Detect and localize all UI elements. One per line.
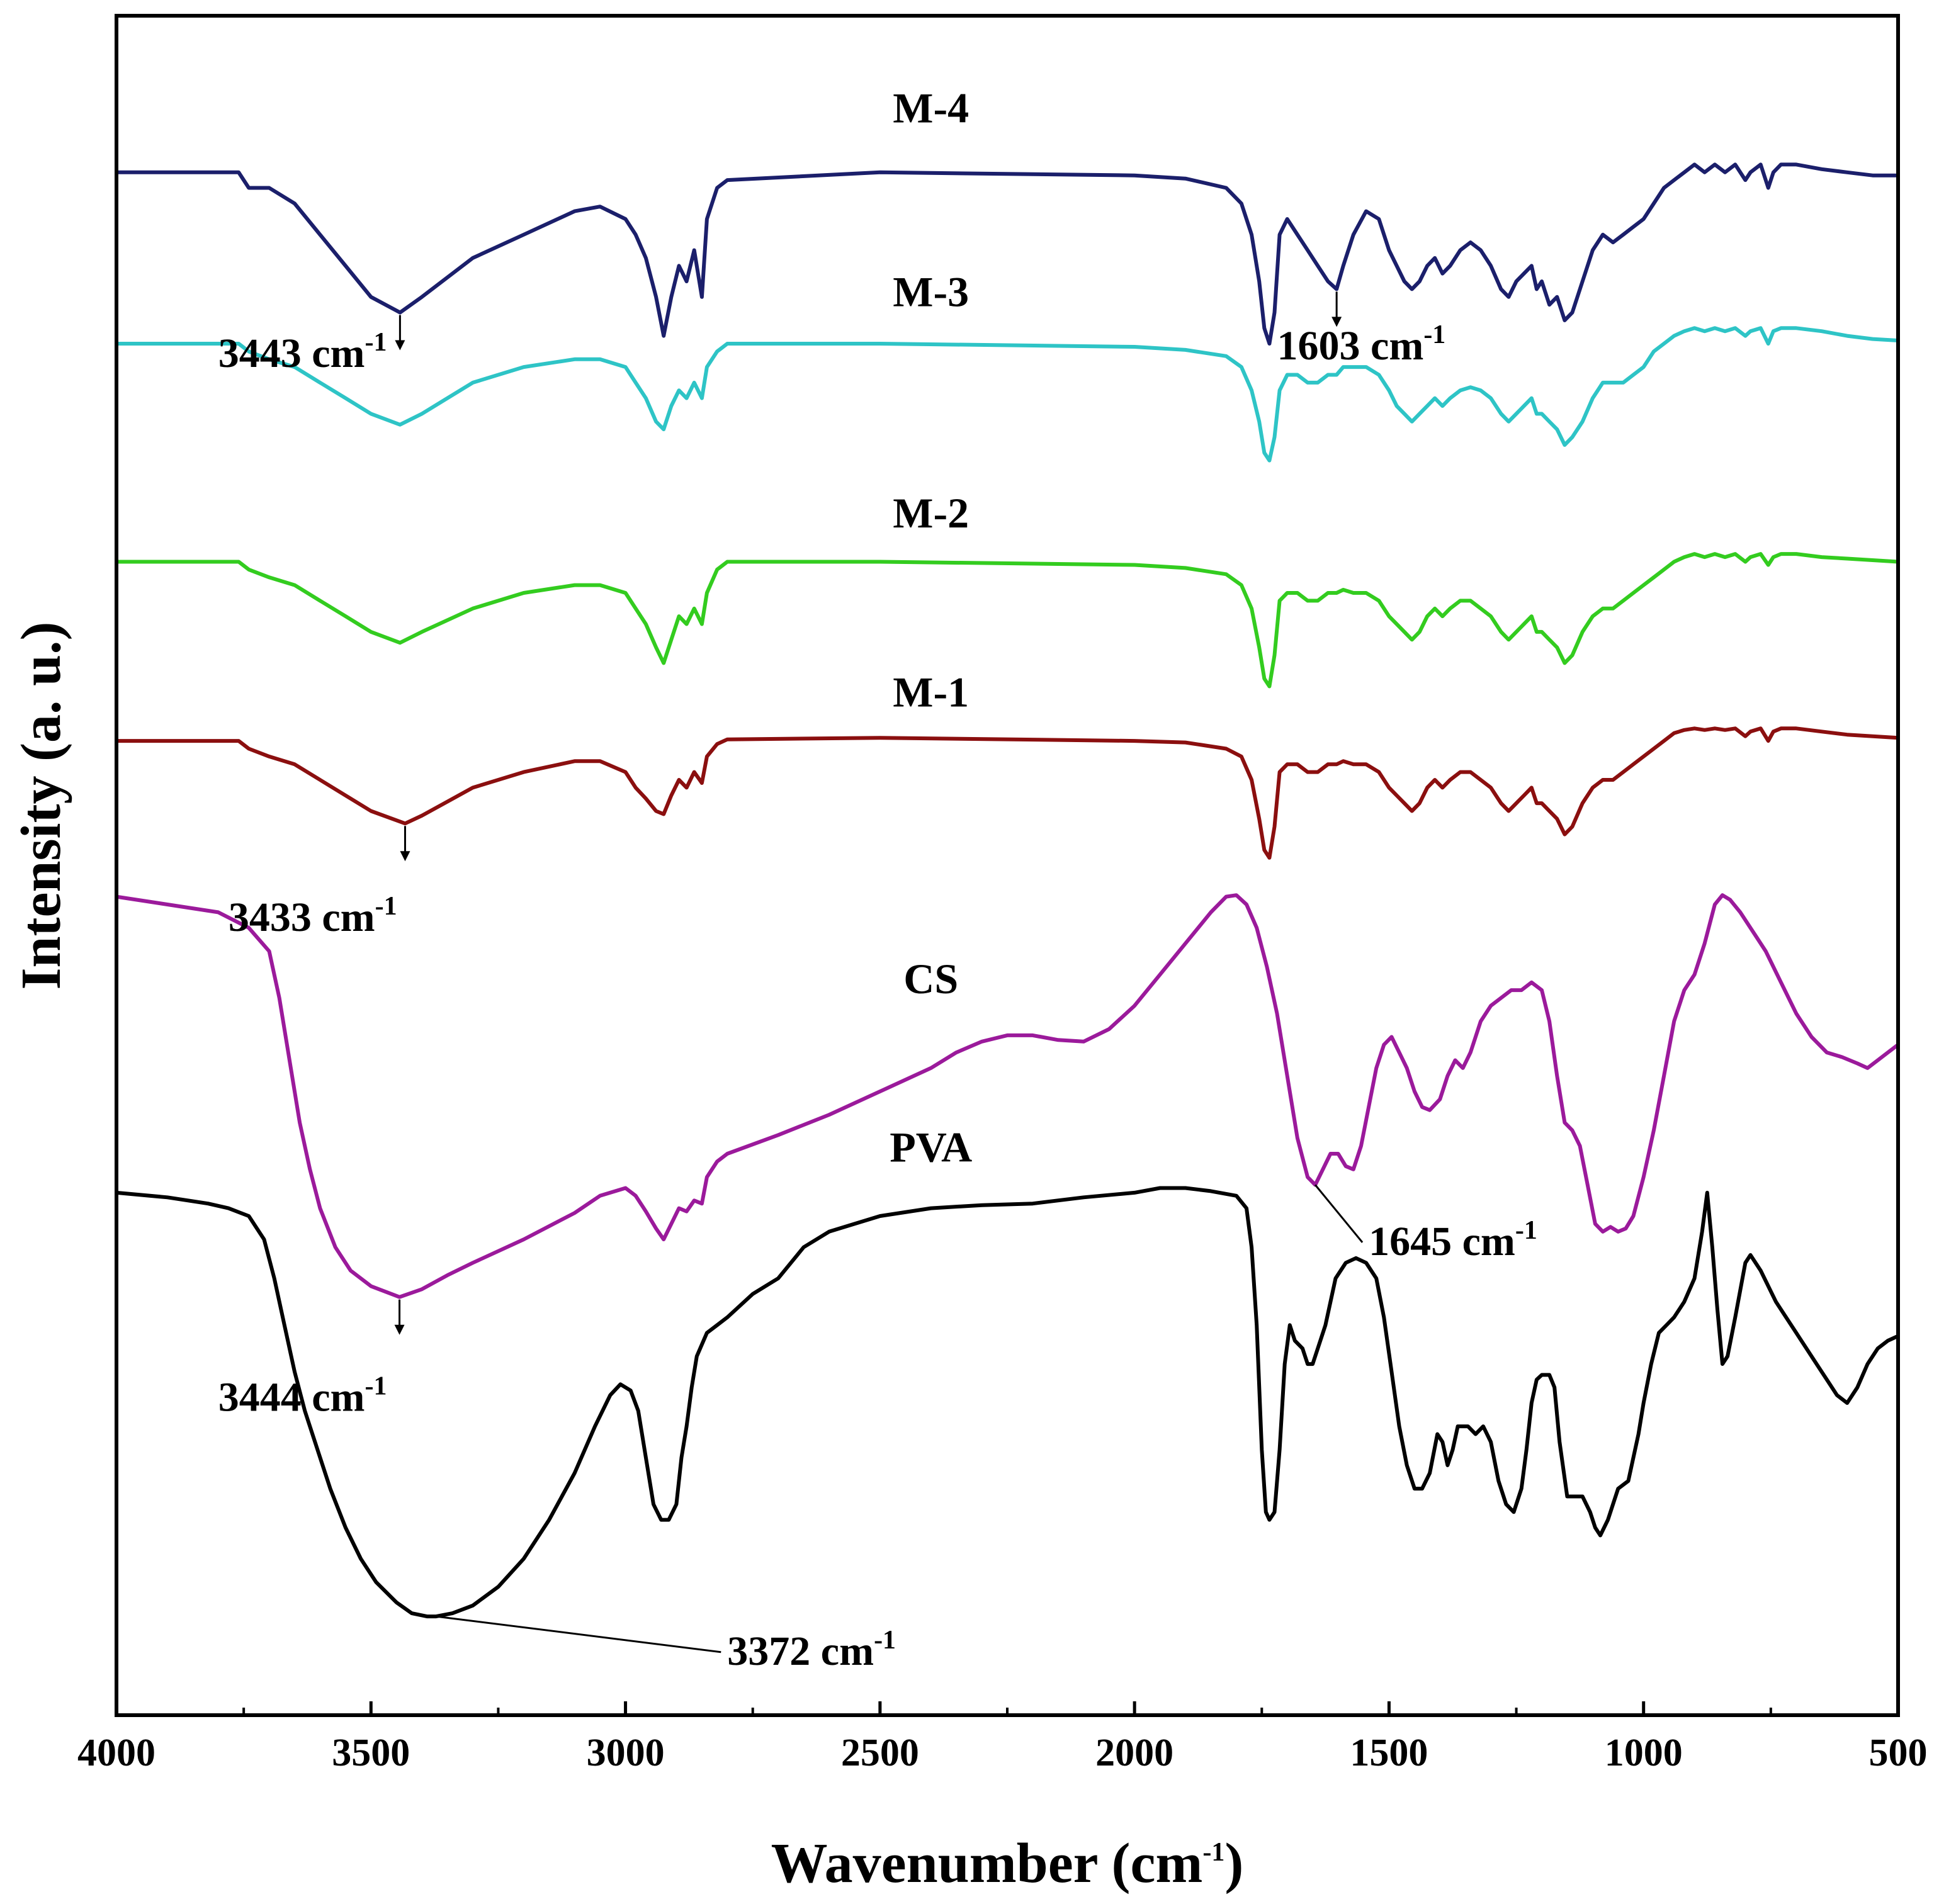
x-tick-label: 1500 [1350, 1732, 1428, 1774]
peak-annotation-3444-cm: 3444 cm-1 [218, 1372, 387, 1420]
annotation-value: 3443 cm [218, 330, 365, 376]
series-layer [115, 162, 1900, 1619]
annotation-superscript: -1 [1423, 320, 1445, 349]
series-label-m-3: M-3 [893, 268, 969, 316]
annotation-superscript: -1 [375, 892, 397, 921]
peak-annotation-3443-cm: 3443 cm-1 [218, 328, 387, 376]
annotation-value: 1603 cm [1277, 323, 1424, 369]
annotation-leader-line [436, 1615, 721, 1653]
x-tick-label: 3000 [587, 1732, 665, 1774]
series-line-pva [115, 1186, 1900, 1619]
annotation-superscript: -1 [365, 328, 387, 357]
peak-annotation-3372-cm: 3372 cm-1 [727, 1626, 896, 1674]
x-tick-label: 3500 [332, 1732, 410, 1774]
peak-annotation-3433-cm: 3433 cm-1 [229, 892, 397, 940]
annotation-value: 1645 cm [1369, 1219, 1515, 1265]
x-axis-title-main: Wavenumber (cm [771, 1832, 1203, 1895]
x-tick-label: 2500 [841, 1732, 919, 1774]
series-label-m-2: M-2 [893, 489, 969, 537]
annotation-superscript: -1 [1515, 1216, 1537, 1245]
annotation-superscript: -1 [874, 1626, 896, 1655]
series-label-pva: PVA [890, 1123, 972, 1171]
y-axis-title: Intensity (a. u.) [10, 621, 72, 989]
x-tick-label: 4000 [77, 1732, 155, 1774]
series-line-m-3 [115, 326, 1900, 463]
series-line-m-1 [115, 726, 1900, 860]
peak-annotation-1603-cm: 1603 cm-1 [1277, 320, 1446, 369]
x-tick-label: 2000 [1095, 1732, 1173, 1774]
x-tick-label: 500 [1869, 1732, 1928, 1774]
annotation-leader-line [1314, 1184, 1364, 1243]
x-axis-title-superscript: -1 [1202, 1838, 1224, 1867]
series-labels: M-4 M-3 M-2 M-1 CS PVA [890, 84, 972, 1171]
series-label-m-1: M-1 [893, 668, 969, 716]
x-axis-ticks: 4000 3500 3000 2500 2000 1500 1000 500 [77, 1701, 1928, 1774]
series-line-cs [115, 893, 1900, 1299]
peak-annotation-1645-cm: 1645 cm-1 [1369, 1216, 1537, 1265]
series-label-cs: CS [903, 955, 958, 1003]
annotation-superscript: -1 [365, 1372, 387, 1400]
annotation-value: 3433 cm [229, 894, 375, 940]
series-line-m-4 [115, 162, 1900, 346]
x-axis-title: Wavenumber (cm-1) [771, 1832, 1244, 1895]
series-line-m-2 [115, 552, 1900, 689]
series-label-m-4: M-4 [893, 84, 969, 132]
annotation-value: 3444 cm [218, 1374, 365, 1420]
annotation-value: 3372 cm [727, 1628, 874, 1674]
x-tick-label: 1000 [1605, 1732, 1683, 1774]
x-axis-title-tail: ) [1224, 1832, 1243, 1895]
